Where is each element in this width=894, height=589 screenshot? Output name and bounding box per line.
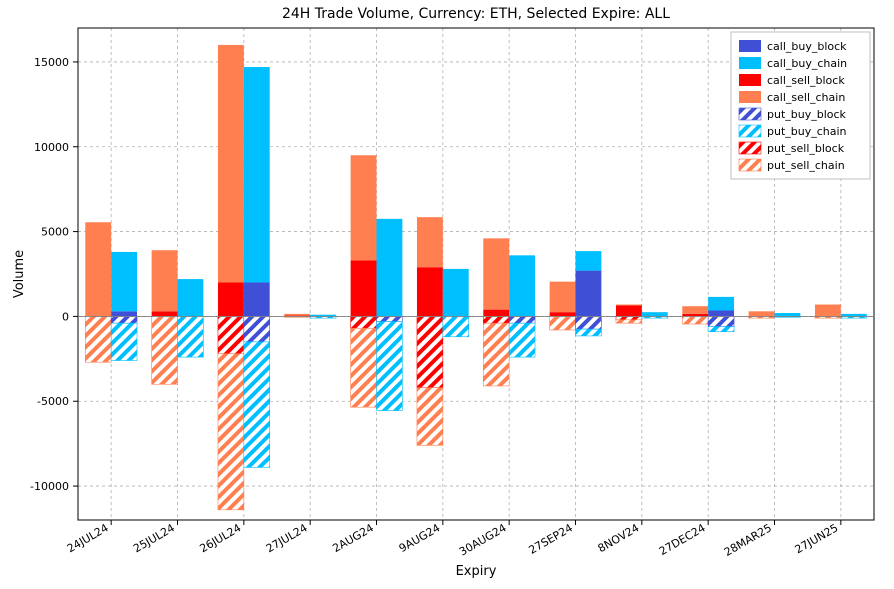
bar-call_buy_block: [111, 311, 137, 316]
bar-put_buy_chain: [377, 322, 403, 411]
bar-call_sell_chain: [85, 222, 111, 316]
y-tick-label: 5000: [41, 226, 69, 239]
bar-put_sell_block: [351, 316, 377, 328]
y-tick-label: -5000: [37, 395, 69, 408]
bar-put_buy_block: [377, 316, 403, 321]
bar-put_sell_chain: [85, 316, 111, 362]
legend-swatch: [739, 125, 761, 137]
legend-label: put_buy_block: [767, 108, 847, 121]
legend-label: call_buy_chain: [767, 57, 847, 70]
legend-swatch: [739, 159, 761, 171]
bar-put_buy_block: [708, 316, 734, 326]
bar-call_sell_block: [616, 305, 642, 316]
legend-label: put_sell_chain: [767, 159, 845, 172]
bar-call_sell_chain: [815, 305, 841, 317]
bar-put_buy_block: [111, 316, 137, 323]
volume-bar-chart: -10000-5000050001000015000Volume24JUL242…: [0, 0, 894, 589]
bar-call_sell_block: [417, 267, 443, 316]
bar-put_sell_chain: [616, 320, 642, 323]
legend-label: call_buy_block: [767, 40, 847, 53]
bar-put_buy_chain: [708, 327, 734, 332]
bar-call_sell_block: [152, 311, 178, 316]
bar-call_sell_chain: [550, 282, 576, 313]
bar-call_sell_block: [550, 312, 576, 316]
bar-call_buy_block: [576, 271, 602, 317]
legend-label: put_sell_block: [767, 142, 845, 155]
legend-swatch: [739, 142, 761, 154]
bar-call_buy_chain: [775, 313, 801, 316]
bar-call_sell_chain: [351, 155, 377, 260]
y-tick-label: 15000: [34, 56, 69, 69]
bar-call_buy_chain: [642, 312, 668, 316]
bar-put_sell_block: [218, 316, 244, 353]
bar-call_buy_block: [708, 310, 734, 316]
bar-call_sell_chain: [152, 250, 178, 311]
legend-swatch: [739, 57, 761, 69]
chart-container: -10000-5000050001000015000Volume24JUL242…: [0, 0, 894, 589]
bar-put_sell_chain: [417, 388, 443, 446]
bar-put_sell_chain: [682, 316, 708, 324]
bar-put_buy_block: [576, 316, 602, 329]
bar-put_sell_block: [483, 316, 509, 323]
y-tick-label: -10000: [30, 480, 69, 493]
bar-put_buy_block: [244, 316, 270, 341]
bar-call_buy_chain: [443, 269, 469, 317]
bar-call_buy_chain: [178, 279, 204, 316]
bar-put_buy_block: [509, 316, 535, 323]
bar-call_sell_block: [483, 310, 509, 317]
bar-call_buy_chain: [377, 219, 403, 317]
bar-put_sell_chain: [218, 354, 244, 510]
y-tick-label: 0: [62, 310, 69, 323]
bar-call_sell_block: [351, 260, 377, 316]
bar-put_buy_chain: [178, 316, 204, 357]
y-tick-label: 10000: [34, 141, 69, 154]
bar-put_sell_block: [616, 316, 642, 319]
chart-title: 24H Trade Volume, Currency: ETH, Selecte…: [282, 6, 670, 22]
bar-call_sell_chain: [616, 305, 642, 306]
bar-put_sell_chain: [550, 316, 576, 330]
bar-put_buy_chain: [576, 329, 602, 336]
bar-call_buy_chain: [111, 252, 137, 311]
x-axis-label: Expiry: [456, 564, 497, 579]
bar-call_buy_block: [244, 282, 270, 316]
bar-call_sell_chain: [218, 45, 244, 283]
bar-put_sell_block: [417, 316, 443, 387]
bar-call_sell_chain: [284, 314, 310, 316]
y-axis-label: Volume: [12, 250, 27, 298]
bar-put_sell_chain: [351, 328, 377, 407]
bar-call_sell_chain: [749, 311, 775, 316]
bar-call_buy_chain: [708, 297, 734, 311]
bar-put_buy_chain: [244, 342, 270, 468]
legend-swatch: [739, 108, 761, 120]
bar-put_sell_chain: [152, 316, 178, 384]
legend-swatch: [739, 91, 761, 103]
legend-swatch: [739, 74, 761, 86]
bar-call_sell_chain: [483, 238, 509, 309]
bar-call_sell_chain: [682, 306, 708, 314]
bar-call_buy_chain: [244, 67, 270, 282]
bar-call_sell_block: [218, 282, 244, 316]
bar-put_sell_chain: [483, 323, 509, 386]
bar-put_buy_chain: [509, 323, 535, 357]
legend-label: call_sell_chain: [767, 91, 845, 104]
legend: call_buy_block call_buy_chain call_sell_bl…: [731, 32, 870, 179]
legend-label: put_buy_chain: [767, 125, 847, 138]
legend-swatch: [739, 40, 761, 52]
bar-put_buy_chain: [443, 316, 469, 336]
bar-call_sell_chain: [417, 217, 443, 267]
bar-call_buy_chain: [509, 255, 535, 316]
bar-put_buy_chain: [111, 323, 137, 360]
bar-call_buy_chain: [576, 251, 602, 271]
legend-label: call_sell_block: [767, 74, 845, 87]
